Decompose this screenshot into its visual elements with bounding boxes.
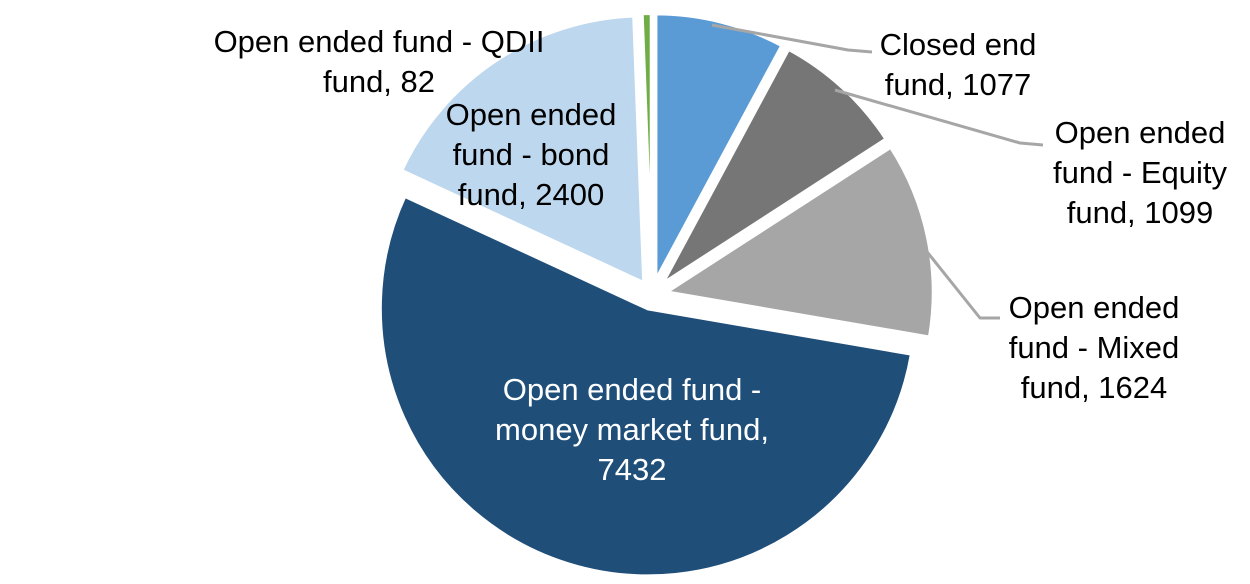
leader-line-closed-end-fund bbox=[711, 23, 873, 54]
pie-slice-closed-end-fund bbox=[653, 11, 785, 284]
label-line: money market fund, bbox=[495, 412, 769, 447]
label-qdii-fund: Open ended fund - QDII fund, 82 bbox=[214, 22, 545, 102]
label-line: fund, 1624 bbox=[1020, 370, 1168, 405]
label-line: fund, 82 bbox=[322, 64, 436, 99]
label-line: Open ended bbox=[445, 97, 617, 132]
pie-slice-equity-fund bbox=[659, 46, 889, 287]
label-line: Open ended bbox=[1008, 290, 1180, 325]
label-line: fund, 2400 bbox=[457, 177, 605, 212]
pie-slices bbox=[377, 11, 936, 579]
pie-slice-bond-fund bbox=[399, 13, 647, 286]
label-mixed-fund: Open ended fund - Mixed fund, 1624 bbox=[1009, 288, 1180, 408]
label-line: Open ended fund - bbox=[502, 372, 762, 407]
label-money-market-fund: Open ended fund - money market fund, 743… bbox=[495, 370, 769, 490]
label-line: Open ended bbox=[1054, 115, 1226, 150]
label-closed-end-fund: Closed end fund, 1077 bbox=[880, 25, 1037, 105]
label-line: fund - bond bbox=[452, 137, 610, 172]
label-equity-fund: Open ended fund - Equity fund, 1099 bbox=[1053, 113, 1227, 233]
label-line: Closed end bbox=[879, 27, 1037, 62]
label-line: fund, 1099 bbox=[1066, 195, 1214, 230]
leader-line-equity-fund bbox=[834, 88, 1044, 147]
label-line: fund - Mixed bbox=[1008, 330, 1180, 365]
label-line: Open ended fund - QDII bbox=[213, 24, 545, 59]
pie-slice-money-market-fund bbox=[377, 193, 914, 579]
label-line: fund, 1077 bbox=[884, 67, 1032, 102]
pie-slice-mixed-fund bbox=[663, 144, 936, 340]
pie-slice-qdii-fund bbox=[639, 11, 654, 283]
label-line: fund - Equity bbox=[1052, 155, 1228, 190]
label-bond-fund: Open ended fund - bond fund, 2400 bbox=[446, 95, 617, 215]
leader-line-mixed-fund bbox=[918, 242, 1000, 320]
label-line: 7432 bbox=[597, 452, 667, 487]
